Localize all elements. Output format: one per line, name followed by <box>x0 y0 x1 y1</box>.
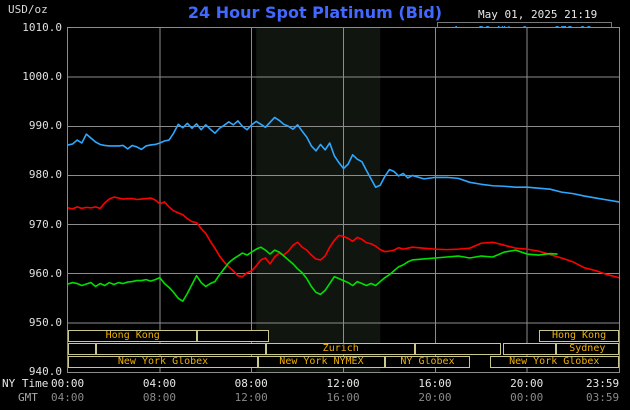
x-axis-gmt-tick: 16:00 <box>326 391 360 404</box>
x-axis-ny-tick: 08:00 <box>234 377 268 390</box>
x-axis-ny-tick: 00:00 <box>51 377 85 390</box>
x-axis-gmt-tick: 08:00 <box>142 391 176 404</box>
y-axis-tick: 990.0 <box>28 119 62 133</box>
y-axis-tick: 980.0 <box>28 168 62 182</box>
session-hong-kong-tail <box>197 330 270 342</box>
price-chart-plot-area <box>67 27 620 373</box>
session-ny-globex-early: New York Globex <box>68 356 259 368</box>
session-zurich-seg4 <box>415 343 501 355</box>
session-sydney-main: Sydney <box>555 343 619 355</box>
x-axis-ny-tick: 20:00 <box>510 377 544 390</box>
session-zurich-main: Zurich <box>266 343 416 355</box>
x-axis-gmt-tick: 00:00 <box>510 391 544 404</box>
session-hong-kong-late: Hong Kong <box>539 330 619 342</box>
session-zurich-seg2 <box>95 343 267 355</box>
y-axis-tick: 960.0 <box>28 266 62 280</box>
chart-title: 24 Hour Spot Platinum (Bid) <box>187 3 443 22</box>
session-zurich-seg1 <box>68 343 96 355</box>
chart-timestamp: May 01, 2025 21:19 <box>478 8 598 21</box>
y-axis-tick: 970.0 <box>28 217 62 231</box>
series-line-2 <box>68 246 558 303</box>
x-axis-ny-tick: 16:00 <box>418 377 452 390</box>
x-axis-gmt-label: GMT <box>18 391 38 404</box>
session-hong-kong-early: Hong Kong <box>68 330 198 342</box>
x-axis-gmt-tick: 04:00 <box>51 391 85 404</box>
y-axis-tick: 940.0 <box>28 365 62 378</box>
x-axis-ny-tick: 04:00 <box>142 377 176 390</box>
x-axis-gmt-tick: 20:00 <box>418 391 452 404</box>
series-line-0 <box>68 116 619 203</box>
x-axis-ny-time-label: NY Time <box>2 377 49 390</box>
session-sydney-seg1 <box>503 343 556 355</box>
y-axis-tick: 1000.0 <box>22 70 62 84</box>
x-axis-ny-tick: 23:59 <box>586 377 620 390</box>
session-ny-globex-late: New York Globex <box>489 356 619 368</box>
price-chart-svg <box>68 28 619 372</box>
y-axis-tick: 950.0 <box>28 315 62 329</box>
x-axis-gmt-tick: 03:59 <box>586 391 620 404</box>
y-axis-tick: 1010.0 <box>22 21 62 34</box>
y-axis-unit-label: USD/oz <box>8 3 48 16</box>
x-axis-gmt-tick: 12:00 <box>234 391 268 404</box>
session-ny-nymex: New York NYMEX <box>258 356 385 368</box>
session-ny-globex-mid: NY Globex <box>384 356 471 368</box>
x-axis-ny-tick: 12:00 <box>326 377 360 390</box>
